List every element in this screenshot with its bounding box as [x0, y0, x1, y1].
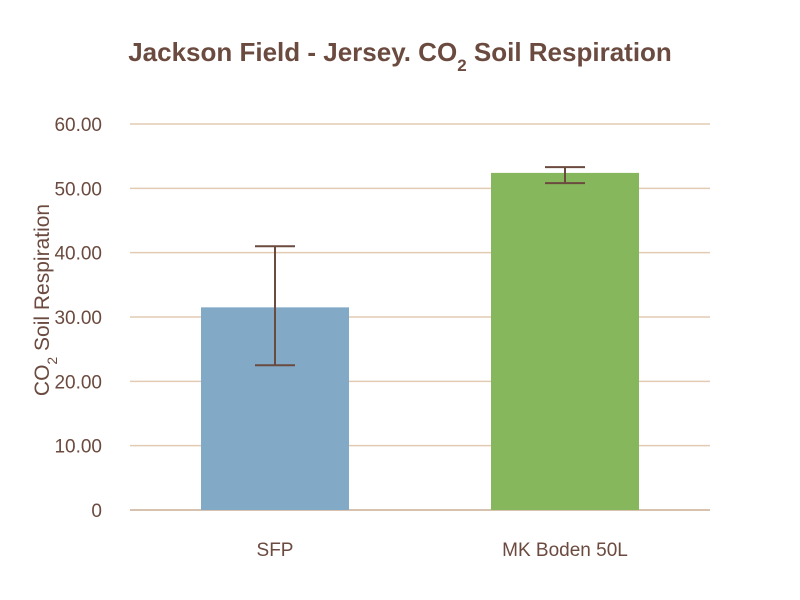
chart-title-main: Jackson Field - Jersey. CO: [128, 37, 457, 67]
error-bars: [255, 166, 585, 367]
y-axis-ticks: 0 10.00 20.00 30.00 40.00 50.00 60.00: [54, 115, 102, 522]
x-category-label: SFP: [257, 540, 294, 561]
x-axis-categories: SFP MK Boden 50L: [257, 540, 628, 561]
bars: [201, 172, 639, 511]
y-tick-label: 60.00: [54, 115, 102, 136]
chart-title-subscript: 2: [457, 56, 466, 75]
chart-title-rest: Soil Respiration: [467, 37, 672, 67]
y-axis-label-main: CO: [31, 365, 54, 397]
y-tick-label: 50.00: [54, 179, 102, 200]
y-axis-label-rest: Soil Respiration: [31, 204, 54, 357]
bar-mk-boden-50l: [491, 172, 639, 511]
error-bar: [545, 166, 585, 185]
y-axis-label: CO2 Soil Respiration: [31, 204, 60, 396]
y-tick-label: 10.00: [54, 437, 102, 458]
y-tick-label: 20.00: [54, 372, 102, 393]
x-category-label: MK Boden 50L: [502, 540, 628, 561]
y-tick-label: 40.00: [54, 244, 102, 265]
y-tick-label: 30.00: [54, 308, 102, 329]
y-axis-label-subscript: 2: [44, 357, 60, 365]
chart-title: Jackson Field - Jersey. CO2 Soil Respira…: [128, 37, 672, 75]
error-bar: [255, 245, 295, 367]
y-tick-label: 0: [91, 501, 102, 522]
